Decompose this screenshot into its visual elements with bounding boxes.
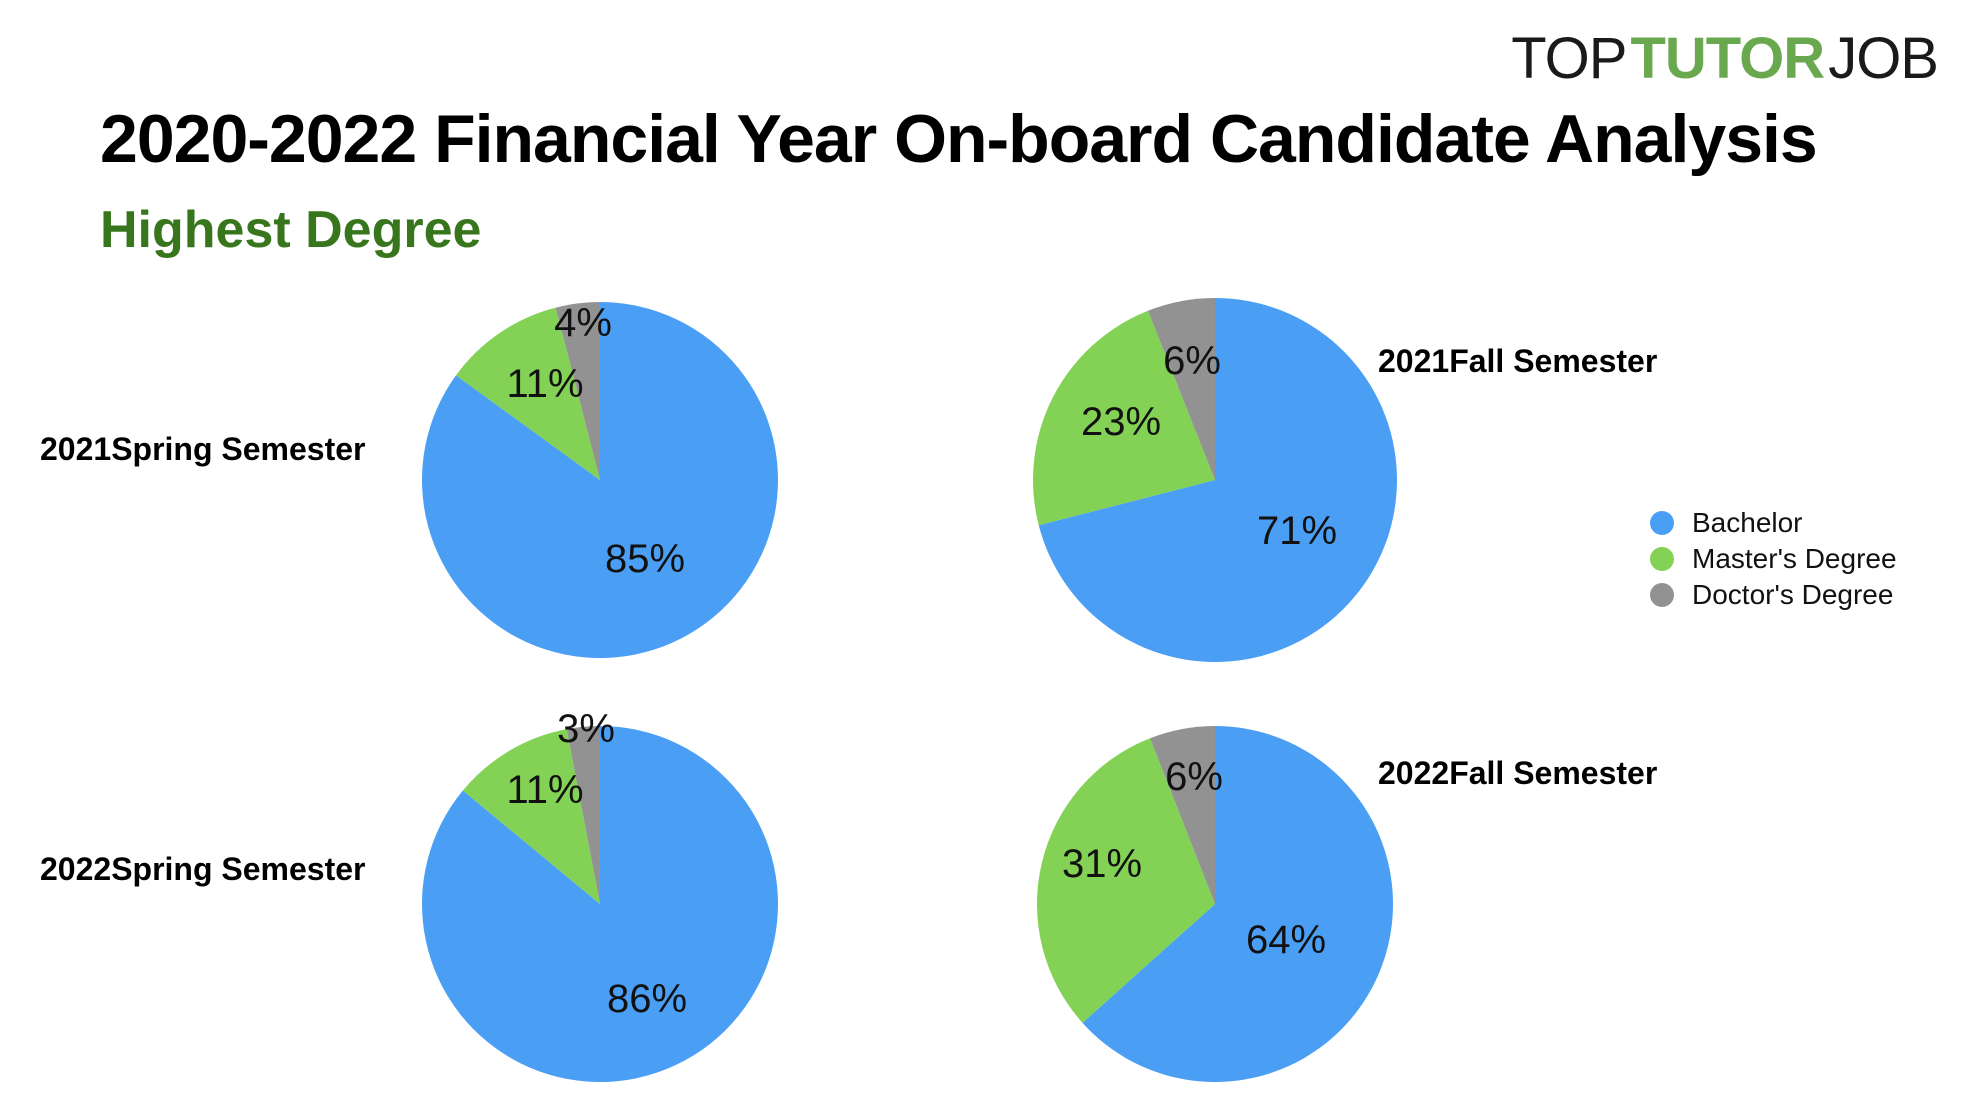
legend-label-doctors: Doctor's Degree <box>1692 579 1894 610</box>
pie-slice-master-s-degree <box>1036 738 1215 1023</box>
legend-swatch-doctors <box>1650 583 1674 607</box>
chart-legend: Bachelor Master's Degree Doctor's Degree <box>1650 505 1897 613</box>
slice-label-doctor-s-degree: 6% <box>1165 755 1223 799</box>
slice-label-bachelor: 64% <box>1246 918 1326 962</box>
page-subtitle: Highest Degree <box>100 201 482 259</box>
page-title: 2020-2022 Financial Year On-board Candid… <box>100 101 1818 177</box>
slice-label-master-s-degree: 23% <box>1081 400 1161 444</box>
pie-slice-doctor-s-degree <box>1148 298 1215 480</box>
pie-slice-bachelor <box>422 725 779 1083</box>
logo-text-tutor: TUTOR <box>1630 26 1825 91</box>
pie-slice-bachelor <box>1038 298 1398 663</box>
chart-title-2022fall-semester: 2022Fall Semester <box>1378 755 1657 791</box>
brand-logo: TOPTUTORJOB <box>1511 30 1939 88</box>
pie-slice-doctor-s-degree <box>555 302 600 480</box>
slice-label-master-s-degree: 11% <box>506 768 583 812</box>
pie-chart-2022fall-semester: 64% 31% 6% 2022Fall Semester <box>1036 726 1657 1082</box>
logo-text-top: TOP <box>1511 26 1627 91</box>
slice-label-doctor-s-degree: 4% <box>554 301 612 345</box>
legend-label-bachelor: Bachelor <box>1692 507 1803 538</box>
pie-slice-master-s-degree <box>1033 310 1215 526</box>
pie-slice-master-s-degree <box>455 307 600 480</box>
pie-slice-master-s-degree <box>462 729 600 904</box>
pie-slice-doctor-s-degree <box>566 726 600 904</box>
slice-label-bachelor: 85% <box>605 537 685 581</box>
legend-item-masters: Master's Degree <box>1650 541 1897 577</box>
legend-item-bachelor: Bachelor <box>1650 505 1897 541</box>
pie-slice-doctor-s-degree <box>1150 726 1215 904</box>
slice-label-doctor-s-degree: 6% <box>1163 339 1221 383</box>
slice-label-bachelor: 86% <box>607 977 687 1021</box>
pie-slice-bachelor <box>421 302 778 659</box>
chart-title-2021fall-semester: 2021Fall Semester <box>1378 343 1657 379</box>
chart-title-2022spring-semester: 2022Spring Semester <box>40 851 366 887</box>
pie-chart-2022spring-semester: 86% 11% 3% 2022Spring Semester <box>40 707 779 1083</box>
chart-title-2021spring-semester: 2021Spring Semester <box>40 431 366 467</box>
legend-item-doctors: Doctor's Degree <box>1650 577 1897 613</box>
pie-chart-2021fall-semester: 71% 23%6% 2021Fall Semester <box>1033 298 1657 663</box>
pie-chart-2021spring-semester: 85% 11% 4% 2021Spring Semester <box>40 301 778 659</box>
slice-label-master-s-degree: 11% <box>506 362 583 406</box>
pie-slice-bachelor <box>1082 726 1393 1082</box>
slice-label-bachelor: 71% <box>1257 509 1337 553</box>
slice-label-doctor-s-degree: 3% <box>557 707 615 751</box>
legend-swatch-bachelor <box>1650 511 1674 535</box>
legend-swatch-masters <box>1650 547 1674 571</box>
slice-label-master-s-degree: 31% <box>1062 842 1142 886</box>
legend-label-masters: Master's Degree <box>1692 543 1897 574</box>
logo-text-job: JOB <box>1828 26 1939 91</box>
